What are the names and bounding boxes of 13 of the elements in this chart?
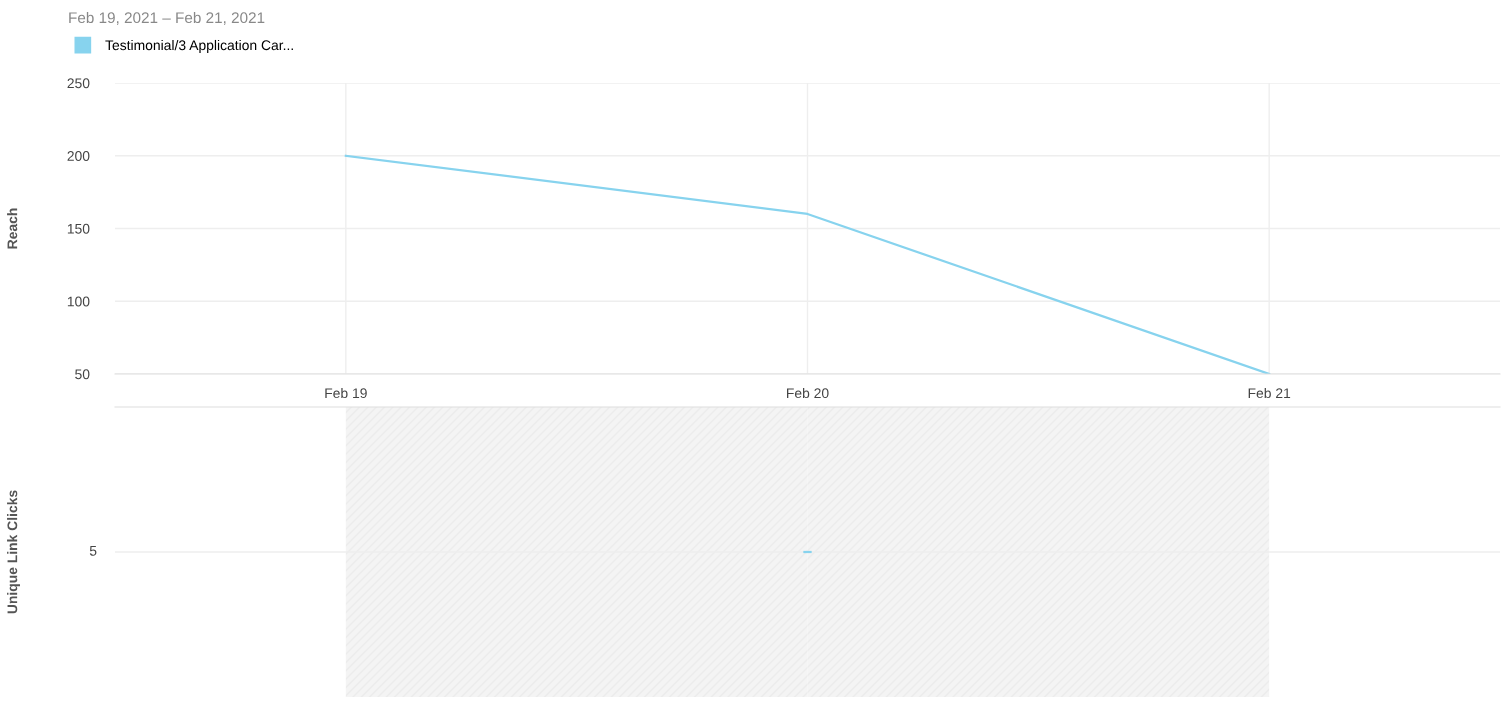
x-tick-label: Feb 20 <box>787 387 829 399</box>
chart-title: Feb 19, 2021 – Feb 21, 2021 <box>69 11 265 25</box>
y-tick-label: 250 <box>67 78 90 89</box>
x-tick-label: Feb 21 <box>1248 387 1291 399</box>
y-tick-label: 200 <box>67 151 90 161</box>
legend-label: Testimonial/3 Application Car... <box>105 39 293 53</box>
x-tick-label: Feb 19 <box>325 387 367 399</box>
y-axis-title: Reach <box>7 208 18 249</box>
text: Unique Link Clicks <box>7 490 20 614</box>
text: 5 <box>89 546 97 556</box>
y-tick-label: 100 <box>67 296 90 307</box>
y-tick-label: 150 <box>67 223 90 234</box>
y-tick-label: 50 <box>75 369 90 380</box>
